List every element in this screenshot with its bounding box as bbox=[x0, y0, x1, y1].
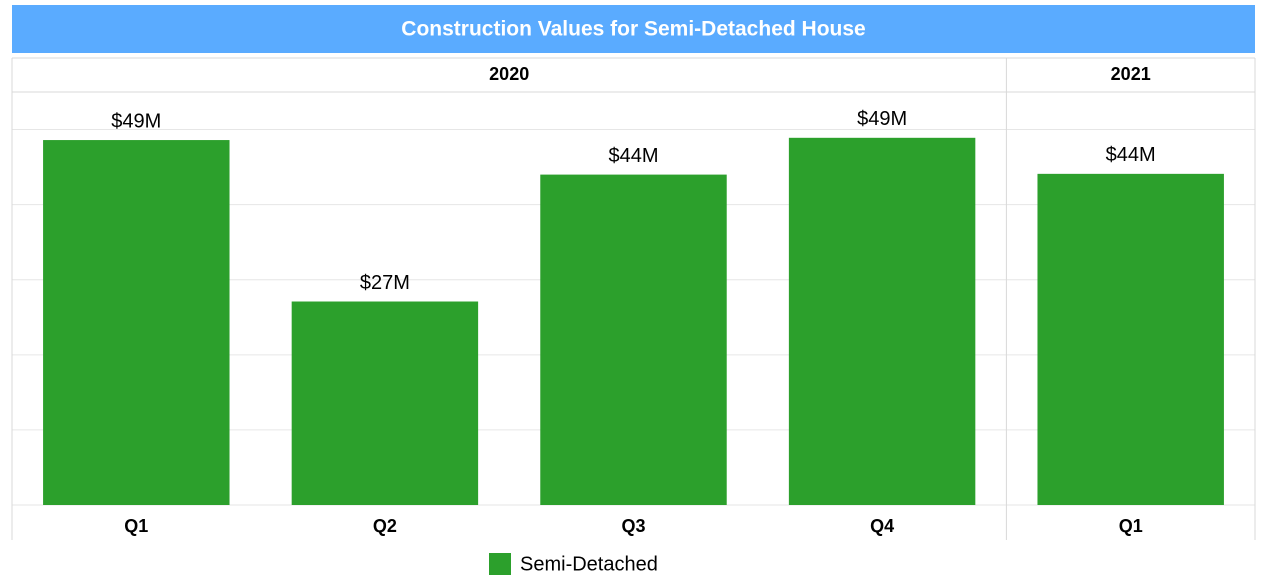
x-tick-label: Q4 bbox=[870, 516, 894, 536]
title-bar bbox=[12, 5, 1255, 53]
bar bbox=[540, 174, 727, 505]
legend-label: Semi-Detached bbox=[520, 553, 658, 575]
bar bbox=[291, 301, 479, 505]
x-tick-label: Q2 bbox=[373, 516, 397, 536]
x-tick-label: Q3 bbox=[621, 516, 645, 536]
data-label: $49M bbox=[111, 110, 161, 132]
group-label: 2021 bbox=[1111, 64, 1151, 84]
x-tick-label: Q1 bbox=[1119, 516, 1143, 536]
bar bbox=[43, 140, 230, 506]
legend-swatch bbox=[489, 553, 511, 575]
data-label: $44M bbox=[1106, 144, 1156, 166]
group-label: 2020 bbox=[489, 64, 529, 84]
bar bbox=[788, 137, 976, 505]
data-label: $44M bbox=[608, 145, 658, 167]
x-tick-label: Q1 bbox=[124, 516, 148, 536]
data-label: $49M bbox=[857, 108, 907, 130]
bar bbox=[1037, 173, 1224, 505]
chart-title: Construction Values for Semi-Detached Ho… bbox=[401, 18, 865, 41]
data-label: $27M bbox=[360, 272, 410, 294]
